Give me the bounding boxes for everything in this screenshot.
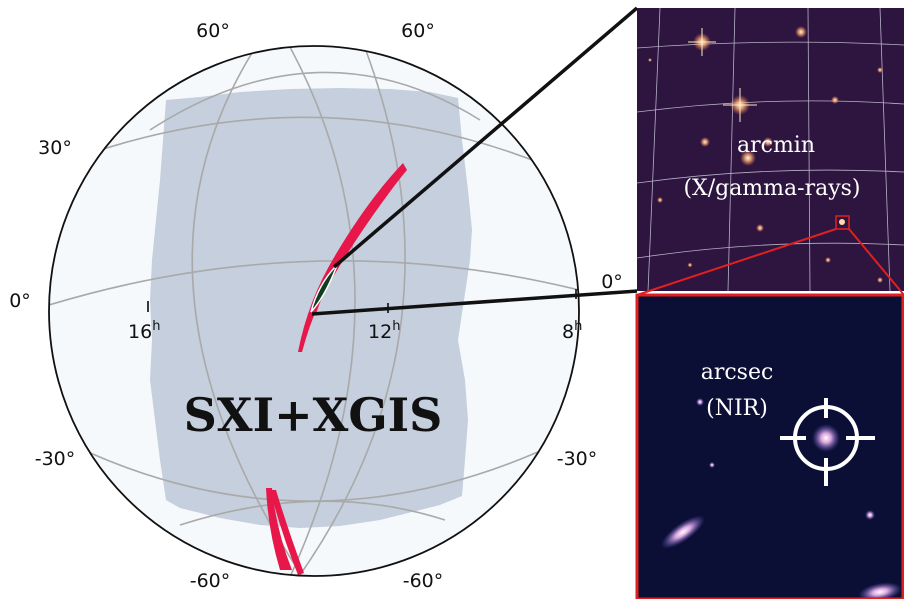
lat-label-0-left: 0° xyxy=(9,290,31,312)
sky-globe xyxy=(48,45,580,577)
arcsec-label: arcsec xyxy=(701,360,774,385)
lat-label-neg30-left: -30° xyxy=(35,448,76,470)
crosshair-icon xyxy=(780,398,875,486)
ra-label-12h: 12h xyxy=(368,319,400,343)
lat-label-neg60-right: -60° xyxy=(403,570,444,592)
sky-sphere-border xyxy=(48,45,580,577)
arcmin-image xyxy=(637,8,904,291)
zoom-connectors xyxy=(636,228,904,296)
arcsec-panel: arcsec (NIR) xyxy=(635,293,904,599)
lat-label-0-right: 0° xyxy=(601,271,623,293)
zoom-lines xyxy=(311,6,639,316)
graticule xyxy=(49,46,579,576)
arcmin-stars xyxy=(648,26,883,283)
arcsec-image xyxy=(637,295,903,599)
lat-label-neg60-left: -60° xyxy=(190,570,231,592)
zoom-box xyxy=(835,215,850,230)
arcmin-label: arcmin xyxy=(737,133,815,158)
lat-label-neg30-right: -30° xyxy=(557,448,598,470)
localization-contours xyxy=(266,163,407,575)
arcsec-sublabel: (NIR) xyxy=(706,396,768,421)
localization-ellipse xyxy=(310,264,337,313)
lat-label-30-left: 30° xyxy=(38,137,72,159)
lat-label-60-right: 60° xyxy=(401,20,435,42)
arcsec-frame xyxy=(635,293,904,599)
ra-label-8h: 8h xyxy=(562,319,582,343)
arcmin-panel: arcmin (X/gamma-rays) xyxy=(637,8,904,291)
coverage-label: SXI+XGIS xyxy=(184,388,443,442)
ra-label-16h: 16h xyxy=(128,319,160,343)
arcmin-sublabel: (X/gamma-rays) xyxy=(683,176,860,201)
lat-label-60-left: 60° xyxy=(196,20,230,42)
